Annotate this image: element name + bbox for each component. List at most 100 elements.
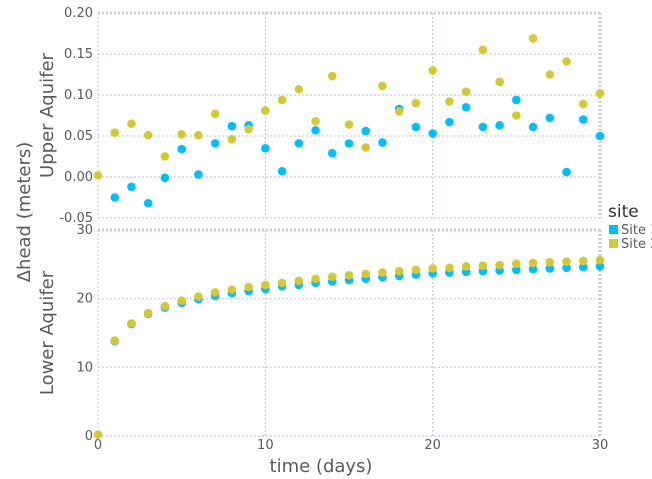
data-point — [261, 106, 270, 115]
y-tick-label: 30 — [76, 223, 93, 238]
y-tick-label: 0.20 — [64, 6, 93, 21]
data-point — [327, 148, 337, 158]
data-point — [210, 139, 220, 148]
data-point — [194, 170, 203, 179]
legend-title: site — [608, 202, 639, 222]
data-point — [428, 264, 437, 273]
legend: site Site 1 Site 2 — [608, 202, 652, 252]
data-point — [578, 256, 588, 266]
y-axis-title: Δhead (meters) — [14, 142, 35, 283]
data-point — [512, 111, 521, 120]
data-point — [93, 430, 103, 439]
data-point — [177, 144, 186, 154]
legend-label-site-1: Site 1 — [621, 223, 652, 238]
legend-swatch-site-1 — [609, 225, 618, 234]
data-point — [478, 45, 488, 55]
data-point — [445, 97, 454, 106]
data-point — [378, 81, 387, 91]
data-point — [344, 120, 354, 129]
data-point — [227, 285, 237, 295]
x-tick-label: 10 — [257, 438, 274, 453]
data-point — [311, 274, 320, 284]
data-point — [327, 272, 337, 281]
data-point — [445, 117, 454, 127]
data-point — [143, 130, 153, 140]
data-point — [595, 262, 605, 271]
data-point — [528, 34, 538, 43]
data-point — [562, 263, 571, 273]
data-point — [143, 198, 153, 208]
data-point — [512, 265, 521, 275]
data-point — [495, 121, 504, 130]
data-point — [361, 126, 371, 136]
data-point — [478, 122, 488, 132]
y-tick-label: 0 — [85, 429, 93, 444]
legend-label-site-2: Site 2 — [621, 237, 652, 252]
data-point — [378, 138, 387, 147]
data-point — [227, 121, 237, 131]
data-point — [595, 131, 605, 141]
data-point — [378, 268, 387, 277]
data-point — [562, 57, 571, 66]
data-point — [177, 130, 186, 139]
data-point — [160, 173, 170, 183]
data-point — [261, 144, 270, 153]
x-axis: 0 10 20 30 — [94, 438, 608, 453]
data-point — [277, 166, 287, 176]
data-point — [294, 84, 304, 94]
x-tick-label: 20 — [424, 438, 441, 453]
panels-layer: -0.05 0.00 0.05 0.10 0.15 0.20 Upper Aquifer 0 1… — [37, 6, 608, 453]
data-point — [110, 193, 120, 202]
data-point — [110, 128, 120, 138]
y-tick-label: 0.05 — [64, 129, 93, 144]
data-point — [277, 278, 287, 288]
x-tick-label: 0 — [94, 438, 102, 453]
data-point — [210, 109, 220, 119]
panel-1: -0.05 0.00 0.05 0.10 0.15 0.20 Upper Aquifer — [37, 6, 605, 226]
y-tick-label: 20 — [76, 292, 93, 307]
legend-swatch-site-2 — [609, 239, 618, 248]
data-point — [311, 116, 320, 126]
data-point — [545, 113, 555, 123]
data-point — [160, 152, 170, 161]
panel-2: 0 10 20 30 Lower Aquifer — [37, 223, 605, 444]
data-point — [578, 262, 588, 272]
data-point — [495, 260, 504, 270]
data-point — [244, 282, 253, 292]
data-point — [428, 66, 437, 75]
data-point — [394, 266, 404, 276]
data-point — [545, 264, 555, 273]
y-tick-label: 0.15 — [64, 47, 93, 62]
data-point — [127, 319, 136, 328]
y-tick-label: 0.00 — [64, 170, 93, 185]
y-tick-label: 10 — [76, 360, 93, 375]
data-point — [461, 103, 471, 112]
data-point — [127, 119, 136, 128]
data-point — [277, 95, 287, 105]
series-site-2 — [93, 255, 605, 439]
data-point — [545, 70, 555, 79]
data-point — [344, 139, 354, 148]
data-point — [244, 125, 253, 134]
data-point — [261, 280, 270, 290]
data-point — [578, 115, 588, 124]
data-point — [478, 261, 488, 271]
panel-title: Upper Aquifer — [37, 52, 58, 177]
data-point — [344, 271, 354, 280]
data-point — [361, 143, 371, 152]
data-point — [461, 262, 471, 271]
data-point — [311, 125, 320, 135]
data-point — [578, 99, 588, 109]
data-point — [411, 122, 421, 132]
data-point — [227, 134, 237, 144]
data-point — [562, 257, 571, 266]
data-point — [327, 71, 337, 81]
data-point — [110, 336, 120, 345]
data-point — [445, 263, 454, 273]
data-point — [361, 269, 371, 279]
data-point — [595, 255, 605, 265]
data-point — [411, 265, 421, 275]
data-point — [210, 288, 220, 297]
data-point — [127, 182, 136, 192]
